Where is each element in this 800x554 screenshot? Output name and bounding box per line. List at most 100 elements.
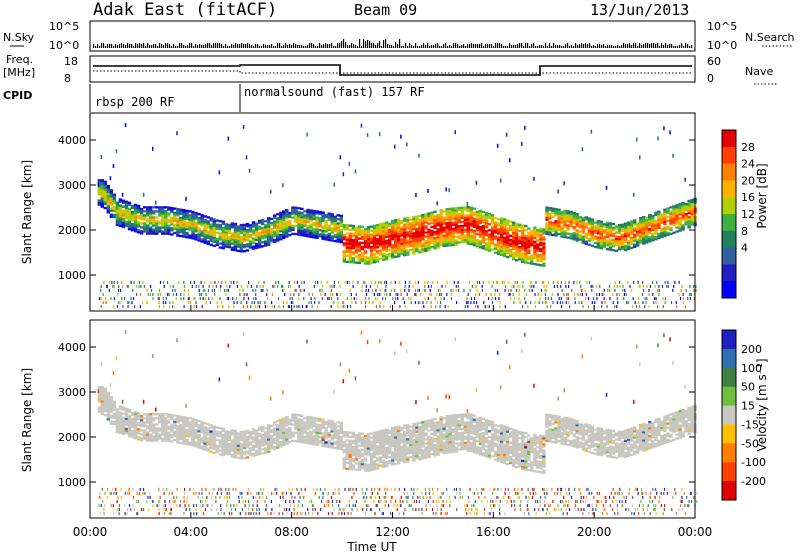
power-cell — [230, 246, 235, 249]
power-cell — [554, 222, 558, 225]
power-cell — [648, 217, 652, 221]
power-cell — [587, 227, 591, 230]
nsky-bar — [645, 43, 647, 48]
velocity-cell — [309, 442, 313, 445]
velocity-cell — [254, 431, 259, 434]
velocity-cell — [106, 406, 110, 409]
power-cell — [215, 227, 219, 230]
velocity-cell — [197, 426, 201, 429]
power-cell — [394, 241, 398, 244]
power-cell — [297, 215, 301, 218]
velocity-cell — [306, 339, 308, 344]
power-cell — [518, 250, 522, 253]
power-cell — [106, 195, 110, 198]
power-cell — [291, 224, 295, 227]
power-cell — [227, 237, 231, 241]
power-cell — [345, 240, 349, 243]
power-cell — [282, 183, 284, 188]
velocity-cell — [260, 440, 265, 443]
power-cell — [228, 305, 230, 309]
velocity-cell — [176, 431, 180, 434]
power-cell — [321, 213, 325, 216]
power-cell — [672, 217, 676, 220]
power-cell — [639, 225, 643, 228]
velocity-cell — [266, 512, 268, 516]
power-cell — [403, 225, 407, 228]
power-cell — [353, 297, 355, 301]
power-cell — [346, 305, 349, 309]
power-cell — [130, 214, 135, 218]
power-cell — [614, 305, 616, 309]
power-cell — [103, 194, 107, 198]
power-cell — [136, 231, 141, 234]
power-cell — [575, 225, 579, 228]
power-cell — [562, 301, 564, 305]
nsky-bar — [555, 45, 557, 48]
power-cell — [681, 212, 685, 215]
power-cell — [454, 241, 458, 244]
power-cell — [551, 211, 555, 214]
nsky-bar — [683, 46, 685, 48]
velocity-cell — [136, 436, 141, 439]
power-cell — [669, 232, 673, 235]
power-cell — [273, 238, 277, 242]
power-cell — [318, 221, 322, 224]
power-cell — [563, 209, 567, 212]
colorbar-swatch — [722, 197, 736, 215]
power-cell — [445, 208, 449, 211]
velocity-cell — [155, 423, 159, 426]
velocity-cell — [324, 504, 326, 508]
velocity-cell — [115, 422, 120, 425]
power-cell — [158, 208, 162, 211]
power-cell — [388, 230, 392, 234]
velocity-cell — [173, 426, 177, 429]
nsky-bar — [129, 44, 131, 48]
power-cell — [397, 249, 401, 252]
power-cell — [106, 193, 110, 196]
power-cell — [369, 235, 374, 238]
power-cell — [383, 280, 386, 284]
nsky-bar — [629, 43, 631, 48]
velocity-cell — [182, 438, 186, 441]
power-cell — [427, 214, 431, 217]
power-cell — [139, 208, 144, 211]
power-cell — [403, 241, 407, 245]
power-cell — [110, 297, 112, 301]
velocity-cell — [248, 441, 253, 444]
power-cell — [394, 227, 398, 230]
velocity-cell — [163, 491, 165, 495]
power-cell — [139, 230, 144, 233]
power-cell — [251, 231, 256, 234]
power-cell — [633, 233, 637, 236]
power-cell — [666, 227, 670, 230]
velocity-cell — [124, 423, 129, 427]
velocity-cell — [200, 441, 204, 444]
power-cell — [511, 284, 513, 288]
velocity-cell — [294, 425, 298, 429]
power-cell — [648, 236, 652, 239]
power-cell — [415, 241, 419, 244]
power-cell — [282, 284, 284, 288]
power-cell — [657, 226, 661, 230]
velocity-cell — [306, 425, 310, 429]
power-cell — [469, 218, 473, 221]
velocity-cell — [251, 432, 256, 435]
power-cell — [510, 297, 512, 301]
power-cell — [279, 211, 283, 215]
velocity-cell — [301, 504, 303, 508]
nsky-bar — [153, 44, 155, 48]
power-cell — [227, 223, 231, 226]
power-cell — [100, 201, 104, 204]
velocity-cell — [146, 425, 150, 428]
power-cell — [202, 284, 204, 288]
velocity-cell — [223, 512, 225, 516]
power-cell — [165, 301, 167, 305]
velocity-cell — [245, 456, 250, 459]
power-cell — [397, 220, 401, 223]
velocity-cell — [146, 500, 148, 503]
power-cell — [657, 288, 659, 292]
nsky-bar — [459, 46, 461, 48]
power-cell — [363, 240, 368, 243]
velocity-cell — [287, 512, 289, 516]
